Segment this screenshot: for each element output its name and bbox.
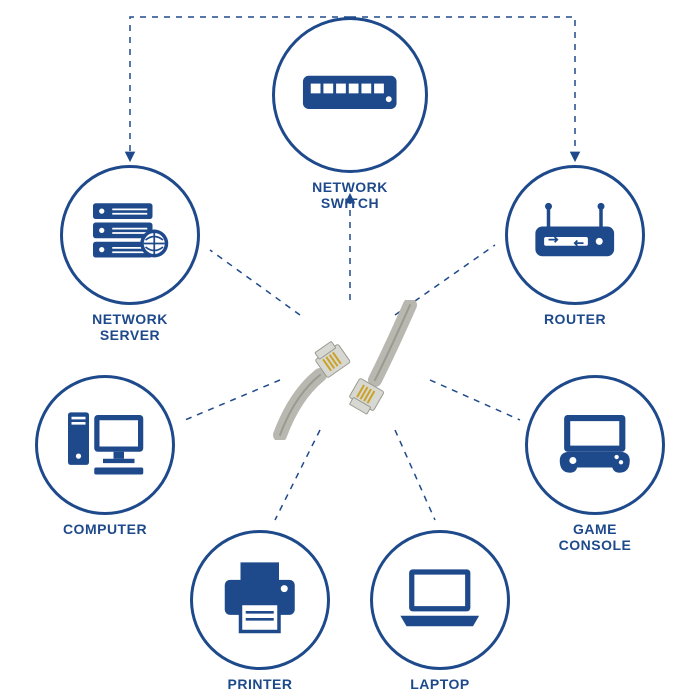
server-icon bbox=[86, 198, 174, 273]
node-router: ROUTER bbox=[505, 165, 645, 327]
printer-icon bbox=[216, 558, 304, 642]
network-switch-label: NETWORK SWITCH bbox=[312, 179, 388, 211]
node-game-console: GAME CONSOLE bbox=[525, 375, 665, 553]
laptop-circle bbox=[370, 530, 510, 670]
node-network-server: NETWORK SERVER bbox=[60, 165, 200, 343]
printer-label: PRINTER bbox=[228, 676, 293, 692]
switch-icon bbox=[301, 68, 399, 122]
node-laptop: LAPTOP bbox=[370, 530, 510, 692]
laptop-label: LAPTOP bbox=[410, 676, 470, 692]
game-console-label: GAME CONSOLE bbox=[559, 521, 632, 553]
network-server-label: NETWORK SERVER bbox=[92, 311, 168, 343]
router-label: ROUTER bbox=[544, 311, 606, 327]
printer-circle bbox=[190, 530, 330, 670]
console-icon bbox=[551, 408, 639, 483]
game-console-circle bbox=[525, 375, 665, 515]
ethernet-cable-center bbox=[260, 300, 440, 440]
network-switch-circle bbox=[272, 17, 428, 173]
router-circle bbox=[505, 165, 645, 305]
computer-icon bbox=[61, 408, 149, 483]
laptop-icon bbox=[396, 565, 484, 636]
node-network-switch: NETWORK SWITCH bbox=[272, 17, 428, 211]
computer-circle bbox=[35, 375, 175, 515]
network-server-circle bbox=[60, 165, 200, 305]
computer-label: COMPUTER bbox=[63, 521, 147, 537]
node-printer: PRINTER bbox=[190, 530, 330, 692]
node-computer: COMPUTER bbox=[35, 375, 175, 537]
router-icon bbox=[531, 202, 619, 268]
